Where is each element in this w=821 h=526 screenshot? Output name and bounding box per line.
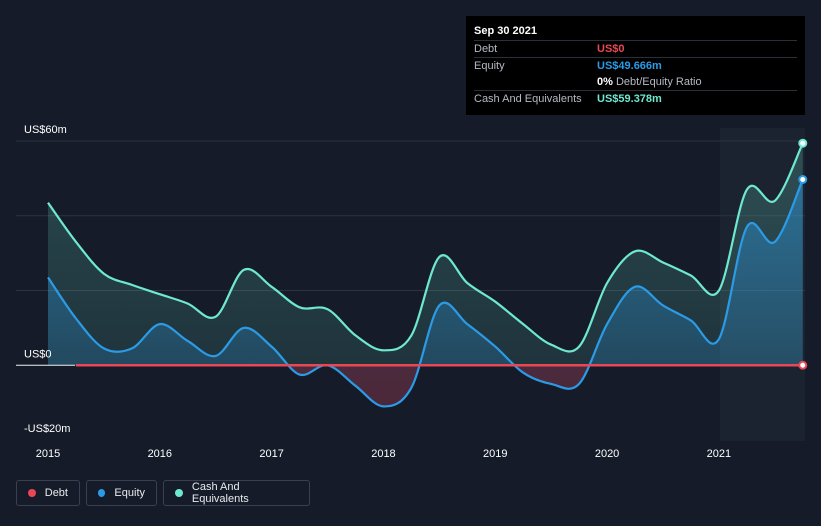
tooltip-cash-label: Cash And Equivalents bbox=[474, 93, 582, 105]
legend-equity-label: Equity bbox=[114, 487, 145, 499]
equity-area bbox=[48, 179, 803, 407]
y-tick-label: US$60m bbox=[24, 124, 67, 136]
tooltip-ratio-value: 0% bbox=[597, 76, 613, 88]
tooltip-date: Sep 30 2021 bbox=[474, 25, 537, 37]
x-tick-label: 2017 bbox=[259, 448, 283, 460]
y-tick-label: -US$20m bbox=[24, 423, 70, 435]
debt-end-marker bbox=[798, 360, 808, 370]
tooltip-ratio-label: Debt/Equity Ratio bbox=[615, 76, 702, 88]
x-tick-label: 2021 bbox=[707, 448, 731, 460]
equity-line bbox=[47, 179, 804, 408]
legend-cash[interactable]: Cash And Equivalents bbox=[163, 480, 310, 506]
tooltip-equity-label: Equity bbox=[474, 60, 505, 72]
equity-dot-icon bbox=[98, 489, 106, 497]
tooltip-equity-value: US$49.666m bbox=[597, 60, 662, 72]
tooltip-debt-label: Debt bbox=[474, 43, 498, 55]
debt-dot-icon bbox=[28, 489, 36, 497]
x-axis-labels: 2015 2016 2017 2018 2019 2020 2021 bbox=[36, 448, 731, 460]
cash-dot-icon bbox=[175, 489, 183, 497]
tooltip-panel: Sep 30 2021 Debt US$0 Equity US$49.666m … bbox=[466, 16, 805, 115]
legend-equity[interactable]: Equity bbox=[86, 480, 157, 506]
cash-line bbox=[47, 142, 804, 353]
y-tick-label: US$0 bbox=[24, 348, 52, 360]
x-tick-label: 2015 bbox=[36, 448, 60, 460]
cash-end-marker bbox=[798, 138, 808, 148]
chart-legend: Debt Equity Cash And Equivalents bbox=[16, 480, 310, 506]
tooltip-cash-value: US$59.378m bbox=[597, 93, 662, 105]
tooltip-debt-value: US$0 bbox=[597, 43, 625, 55]
series-lines bbox=[16, 142, 804, 408]
x-tick-label: 2016 bbox=[148, 448, 172, 460]
legend-debt[interactable]: Debt bbox=[16, 480, 80, 506]
x-tick-label: 2019 bbox=[483, 448, 507, 460]
y-axis-labels: US$60m US$0 -US$20m bbox=[24, 124, 70, 435]
legend-cash-label: Cash And Equivalents bbox=[191, 481, 249, 505]
x-tick-label: 2018 bbox=[371, 448, 395, 460]
legend-debt-label: Debt bbox=[44, 487, 68, 499]
equity-end-marker bbox=[798, 174, 808, 184]
end-markers bbox=[798, 138, 808, 370]
x-tick-label: 2020 bbox=[595, 448, 619, 460]
